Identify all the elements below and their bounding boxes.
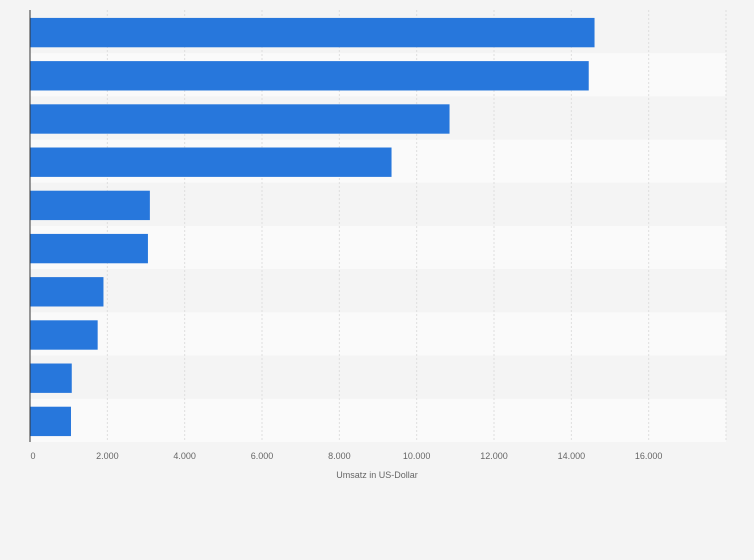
bar <box>30 233 148 264</box>
bar <box>30 190 150 221</box>
bar <box>30 320 98 350</box>
x-tick-label: 6.000 <box>251 451 274 461</box>
row-band <box>30 312 726 356</box>
row-band <box>30 355 726 399</box>
bar <box>30 61 589 91</box>
x-axis-title: Umsatz in US-Dollar <box>336 470 418 480</box>
bar <box>30 277 104 307</box>
bar <box>30 406 71 437</box>
bar <box>30 104 450 134</box>
x-tick-label: 10.000 <box>403 451 431 461</box>
row-band <box>30 269 726 313</box>
x-tick-label: 16.000 <box>635 451 663 461</box>
bar <box>30 147 392 177</box>
bar <box>30 363 72 393</box>
bars <box>30 17 595 437</box>
x-tick-label: 2.000 <box>96 451 119 461</box>
x-tick-label: 8.000 <box>328 451 351 461</box>
x-tick-label: 4.000 <box>173 451 196 461</box>
x-tick-label: 12.000 <box>480 451 508 461</box>
bar <box>30 17 595 48</box>
x-tick-labels: 0 2.000 4.000 6.000 8.000 10.000 12.000 14.000 1… <box>30 451 662 461</box>
x-tick-label: 14.000 <box>558 451 586 461</box>
row-band <box>30 398 726 442</box>
x-tick-label: 0 <box>30 451 35 461</box>
